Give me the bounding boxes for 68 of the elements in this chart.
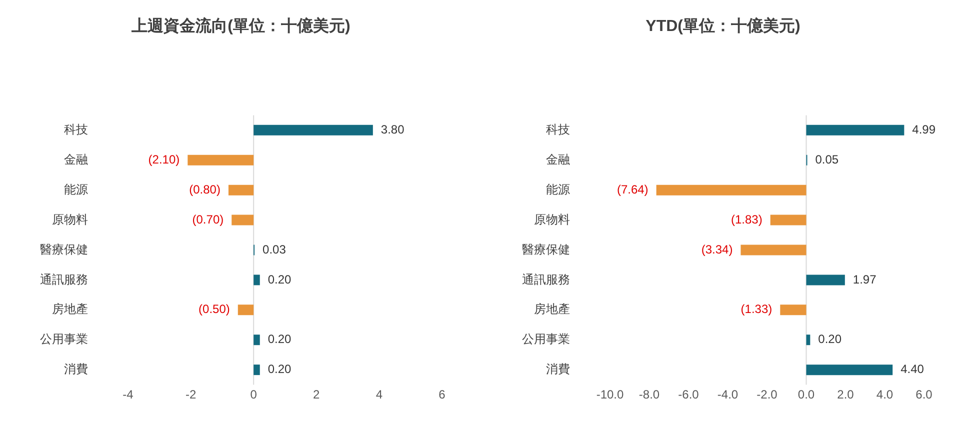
y-tick-label: 金融	[64, 152, 88, 166]
x-tick-label: 4	[376, 387, 383, 402]
bar	[228, 184, 254, 196]
bar	[254, 274, 260, 286]
y-tick-label: 通訊服務	[522, 272, 570, 286]
bar	[780, 304, 806, 316]
x-tick-label: 0	[250, 387, 258, 402]
data-label: (1.33)	[740, 302, 772, 316]
y-tick-label: 醫療保健	[522, 242, 570, 256]
data-label: (0.70)	[192, 212, 224, 226]
y-tick-label: 醫療保健	[40, 242, 88, 256]
y-tick-label: 原物料	[534, 212, 570, 226]
data-label: 0.20	[818, 332, 842, 346]
y-tick-label: 能源	[64, 182, 88, 196]
y-tick-label: 公用事業	[522, 332, 570, 346]
x-tick-label: -4	[122, 387, 134, 402]
x-tick-label: -6.0	[678, 387, 700, 402]
bar	[238, 304, 254, 316]
data-label: (0.50)	[198, 302, 230, 316]
bar	[740, 244, 806, 256]
y-tick-label: 公用事業	[40, 332, 88, 346]
data-label: 4.40	[900, 362, 924, 376]
data-label: (2.10)	[148, 152, 180, 166]
bar	[254, 124, 373, 136]
bar	[254, 364, 260, 376]
y-tick-label: 房地產	[52, 302, 88, 316]
data-label: 0.03	[262, 242, 286, 256]
x-tick-label: -8.0	[638, 387, 660, 402]
bar	[806, 364, 893, 376]
data-label: 3.80	[380, 122, 405, 136]
y-tick-label: 消費	[64, 362, 88, 376]
x-tick-label: -2.0	[756, 387, 778, 402]
x-tick-label: 2.0	[837, 387, 854, 402]
data-label: 0.20	[268, 362, 292, 376]
data-label: 0.05	[815, 152, 839, 166]
y-tick-label: 通訊服務	[40, 272, 88, 286]
bar	[806, 124, 904, 136]
x-tick-label: 4.0	[876, 387, 894, 402]
data-label: (7.64)	[616, 182, 648, 196]
y-tick-label: 科技	[546, 122, 570, 136]
y-tick-label: 能源	[546, 182, 570, 196]
bar	[806, 274, 845, 286]
bar	[254, 334, 260, 346]
x-tick-label: -10.0	[596, 387, 624, 402]
y-tick-label: 科技	[64, 122, 88, 136]
x-tick-label: -4.0	[717, 387, 738, 402]
x-tick-label: 0.0	[798, 387, 815, 402]
chart-title: 上週資金流向(單位：十億美元)	[130, 16, 352, 37]
data-label: (0.80)	[189, 182, 220, 196]
data-label: (3.34)	[701, 242, 733, 256]
x-tick-label: 6	[438, 387, 446, 402]
chart-title: YTD(單位：十億美元)	[644, 16, 802, 37]
bar	[188, 154, 254, 166]
x-tick-label: 2	[313, 387, 320, 402]
data-label: 1.97	[852, 272, 877, 286]
data-label: (1.83)	[730, 212, 762, 226]
x-tick-label: -2	[185, 387, 196, 402]
data-label: 0.20	[268, 272, 292, 286]
y-tick-label: 消費	[546, 362, 570, 376]
x-tick-label: 6.0	[916, 387, 933, 402]
bar	[656, 184, 806, 196]
y-tick-label: 房地產	[534, 302, 570, 316]
bar	[770, 214, 806, 226]
bar	[232, 214, 254, 226]
y-tick-label: 金融	[546, 152, 570, 166]
data-label: 4.99	[912, 122, 936, 136]
y-tick-label: 原物料	[52, 212, 88, 226]
data-label: 0.20	[268, 332, 292, 346]
